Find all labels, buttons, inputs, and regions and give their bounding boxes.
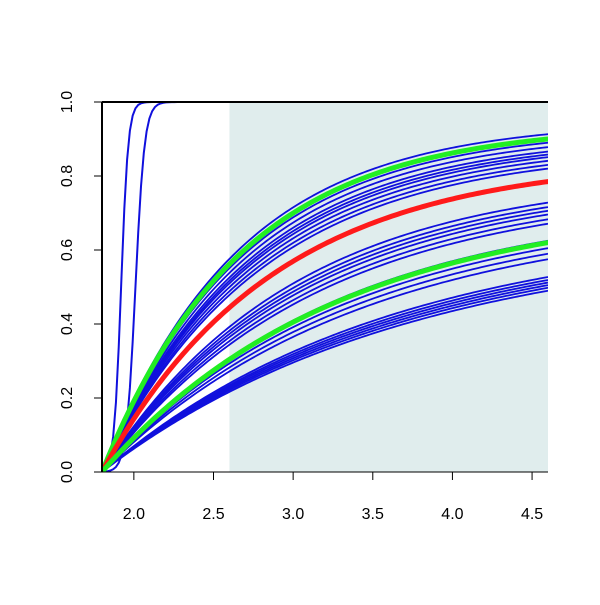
ensemble-curve-4 — [102, 150, 548, 472]
x-tick-label: 4.0 — [441, 506, 463, 523]
x-tick-label: 2.5 — [202, 506, 224, 523]
x-tick-label: 3.5 — [362, 506, 384, 523]
ensemble-curve-21 — [102, 279, 548, 472]
y-tick-label: 0.4 — [59, 313, 76, 335]
x-tick-label: 4.5 — [521, 506, 543, 523]
ensemble-curve-18 — [102, 252, 548, 472]
ensemble-curve-24 — [102, 286, 548, 472]
y-tick-label: 0.6 — [59, 239, 76, 261]
ensemble-curve-23 — [102, 284, 548, 472]
ensemble-curve-8 — [102, 164, 548, 472]
ensemble-curve-15 — [102, 222, 548, 472]
ensemble-curve-19 — [102, 258, 548, 472]
ensemble-curve-7 — [102, 159, 548, 472]
y-tick-label: 1.0 — [59, 91, 76, 113]
lower-curve — [102, 240, 548, 472]
x-tick-label: 3.0 — [282, 506, 304, 523]
y-tick-label: 0.2 — [59, 387, 76, 409]
ensemble-curve-20 — [102, 276, 548, 472]
ensemble-curve-11 — [102, 206, 548, 472]
x-tick-label: 2.0 — [123, 506, 145, 523]
ensemble-curve-25 — [102, 289, 548, 472]
median-curve — [102, 179, 548, 472]
y-tick-label: 0.0 — [59, 461, 76, 483]
upper-curve — [102, 136, 548, 472]
ensemble-curve-13 — [102, 213, 548, 472]
ensemble-curve-5 — [102, 153, 548, 472]
ensemble-curve-12 — [102, 209, 548, 472]
axis-layer: 2.0 2.5 3.0 3.5 4.0 4.5 0.0 0.2 0.4 0.6 0.8 1.0 — [59, 91, 548, 523]
ensemble-curve-22 — [102, 281, 548, 472]
series-layer — [102, 102, 548, 472]
ensemble-curve-9 — [102, 167, 548, 472]
ensemble-curve-10 — [102, 201, 548, 472]
ensemble-curve-14 — [102, 218, 548, 472]
ensemble-curve-6 — [102, 156, 548, 472]
y-tick-label: 0.8 — [59, 165, 76, 187]
ensemble-curve-3 — [102, 146, 548, 472]
